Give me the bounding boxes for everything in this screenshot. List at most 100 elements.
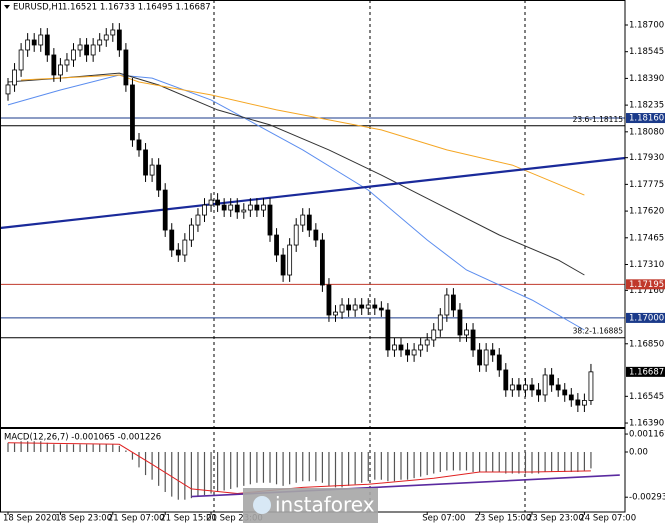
candle-body	[352, 304, 358, 311]
candle-body	[31, 39, 37, 46]
watermark-icon	[253, 496, 271, 514]
candle-body	[5, 84, 11, 95]
candle-body	[437, 314, 443, 331]
level-label: 1.17195	[629, 280, 664, 290]
candle-body	[306, 214, 312, 231]
y-tick-label: 1.17160	[629, 286, 664, 296]
y-tick-label: 1.18545	[629, 47, 664, 57]
trendline	[0, 156, 626, 230]
menu-arrow	[4, 5, 10, 9]
candle-body	[477, 349, 483, 366]
y-tick-label: 1.16850	[629, 339, 664, 349]
candle-body	[450, 294, 456, 311]
candle-body	[470, 329, 476, 351]
candle-body	[149, 164, 155, 176]
candle-body	[274, 234, 279, 256]
candle-body	[241, 209, 247, 213]
candle-body	[188, 224, 194, 241]
last-price-bg	[626, 366, 665, 377]
candle-body	[175, 249, 181, 256]
candle-body	[136, 139, 142, 151]
macd-title: MACD(12,26,7) -0.001065 -0.001226	[4, 433, 161, 443]
y-tick-label: 1.17775	[629, 180, 664, 190]
candle-body	[169, 229, 175, 251]
main-frame	[0, 0, 626, 428]
y-tick-label: 1.16390	[629, 419, 664, 429]
candle-body	[247, 204, 253, 211]
candle-body	[90, 44, 96, 56]
level-label-bg	[626, 312, 665, 323]
x-tick-label: 18 Sep 2020	[3, 514, 57, 523]
candle-body	[333, 311, 338, 316]
candle-body	[228, 204, 234, 211]
x-tick-label: 21 Sep 15:00	[160, 514, 217, 523]
candle-body	[77, 44, 83, 51]
candle-body	[516, 384, 522, 391]
candle-body	[542, 374, 548, 396]
y-tick-label: 1.17310	[629, 260, 664, 270]
candle-body	[195, 214, 201, 226]
candle-body	[44, 34, 50, 56]
fib-label: 38.2-1.16885	[573, 327, 624, 336]
candle-body	[287, 244, 293, 276]
candle-body	[156, 164, 162, 191]
x-tick-label: 24 Sep 07:00	[579, 514, 636, 523]
candle-body	[385, 309, 391, 351]
level-label: 1.18160	[629, 114, 664, 124]
candle-body	[398, 344, 404, 351]
candle-body	[280, 254, 286, 276]
candle-body	[116, 29, 122, 51]
candle-body	[431, 329, 437, 341]
candle-body	[123, 49, 129, 86]
candle-body	[51, 54, 57, 76]
candle-body	[254, 204, 260, 211]
candle-body	[84, 44, 89, 56]
candle-body	[359, 304, 365, 309]
candle-body	[326, 284, 332, 316]
candle-body	[562, 389, 568, 396]
candle-body	[424, 339, 430, 346]
candle-body	[555, 384, 561, 391]
symbol: EURUSD,H1	[13, 3, 63, 13]
candle-body	[25, 39, 31, 51]
x-tick-label: 23 Sep 23:00	[527, 514, 584, 523]
moving-average	[7, 74, 585, 331]
candle-body	[346, 304, 352, 311]
candle-body	[372, 304, 378, 309]
level-label: 1.17000	[629, 313, 664, 323]
macd-y-tick-label: 0.001167	[629, 430, 665, 440]
ohlc: 1.16521 1.16733 1.16495 1.16687	[62, 3, 211, 13]
fib-label: 23.6-1.18115	[573, 115, 624, 124]
candle-body	[313, 229, 319, 241]
candle-body	[12, 69, 17, 86]
candle-body	[208, 199, 214, 206]
level-label-bg	[626, 113, 665, 124]
candle-body	[58, 64, 63, 76]
candle-body	[293, 224, 299, 246]
plot	[0, 23, 626, 500]
candle-body	[319, 239, 325, 286]
x-tick-label: 18 Sep 23:00	[55, 514, 112, 523]
candle-body	[496, 354, 502, 371]
candle-body	[300, 214, 306, 226]
candle-body	[182, 239, 188, 256]
candle-body	[536, 389, 541, 396]
macd-signal	[7, 442, 591, 495]
candle-body	[483, 349, 489, 366]
candle-body	[588, 371, 594, 401]
candle-body	[568, 394, 574, 401]
y-tick-label: 1.18390	[629, 74, 664, 84]
candle-body	[221, 204, 227, 211]
watermark: instaforex	[275, 493, 375, 517]
candle-body	[143, 149, 148, 176]
candle-body	[378, 307, 384, 311]
candle-body	[64, 59, 70, 66]
candle-body	[464, 329, 469, 336]
candle-body	[418, 344, 424, 351]
candle-body	[162, 189, 168, 231]
y-tick-label: 1.18080	[629, 127, 664, 137]
x-tick-label: 21 Sep 07:00	[108, 514, 165, 523]
candle-body	[202, 204, 207, 216]
